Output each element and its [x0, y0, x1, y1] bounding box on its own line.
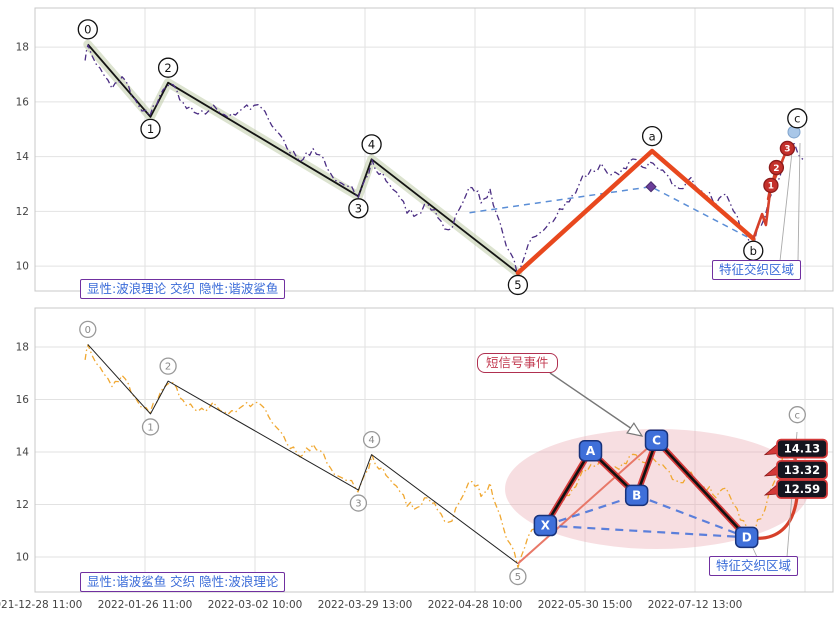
svg-text:C: C [652, 433, 661, 447]
top-panel-region-label: 特征交织区域 [712, 260, 802, 281]
svg-text:1: 1 [768, 182, 774, 192]
svg-text:2: 2 [164, 61, 171, 75]
svg-text:16: 16 [16, 96, 30, 108]
svg-text:2021-12-28 11:00: 2021-12-28 11:00 [0, 599, 82, 611]
svg-text:13.32: 13.32 [784, 463, 820, 477]
svg-text:0: 0 [84, 23, 91, 37]
svg-text:12.59: 12.59 [784, 482, 820, 496]
svg-text:c: c [795, 410, 801, 421]
svg-text:0: 0 [85, 325, 91, 336]
svg-text:2: 2 [773, 164, 779, 174]
svg-text:14: 14 [16, 447, 30, 459]
svg-text:2022-03-29 13:00: 2022-03-29 13:00 [318, 599, 413, 611]
svg-text:14: 14 [16, 151, 30, 163]
bottom-panel-region-label: 特征交织区域 [709, 556, 799, 577]
svg-text:12: 12 [16, 206, 29, 218]
svg-text:c: c [794, 111, 800, 125]
svg-text:5: 5 [515, 572, 521, 583]
svg-text:B: B [632, 489, 641, 503]
svg-text:18: 18 [16, 342, 29, 354]
svg-text:2022-07-12 13:00: 2022-07-12 13:00 [648, 599, 743, 611]
top-panel-legend: 显性:波浪理论 交织 隐性:谐波鲨鱼 [80, 279, 286, 300]
svg-text:10: 10 [16, 552, 29, 564]
svg-text:1: 1 [147, 122, 154, 136]
svg-text:4: 4 [368, 137, 375, 151]
svg-text:b: b [750, 244, 757, 258]
svg-text:X: X [541, 519, 551, 533]
svg-text:A: A [586, 444, 596, 458]
svg-text:12: 12 [16, 499, 29, 511]
svg-text:14.13: 14.13 [784, 442, 820, 456]
bottom-panel-legend: 显性:谐波鲨鱼 交织 隐性:波浪理论 [80, 572, 286, 593]
svg-text:18: 18 [16, 42, 29, 54]
svg-text:2022-01-26 11:00: 2022-01-26 11:00 [98, 599, 193, 611]
svg-text:2022-04-28 10:00: 2022-04-28 10:00 [428, 599, 523, 611]
signal-event-annotation: 短信号事件 [477, 353, 558, 374]
svg-text:4: 4 [368, 435, 374, 446]
svg-text:16: 16 [16, 394, 30, 406]
svg-text:D: D [742, 531, 752, 545]
svg-text:a: a [649, 129, 656, 143]
svg-text:10: 10 [16, 261, 29, 273]
svg-text:1: 1 [147, 423, 153, 434]
svg-text:3: 3 [355, 499, 361, 510]
svg-text:3: 3 [355, 201, 362, 215]
svg-text:2: 2 [165, 362, 171, 373]
svg-text:3: 3 [784, 145, 790, 155]
svg-text:2022-03-02 10:00: 2022-03-02 10:00 [208, 599, 303, 611]
svg-text:2022-05-30 15:00: 2022-05-30 15:00 [538, 599, 633, 611]
svg-text:5: 5 [514, 278, 521, 292]
